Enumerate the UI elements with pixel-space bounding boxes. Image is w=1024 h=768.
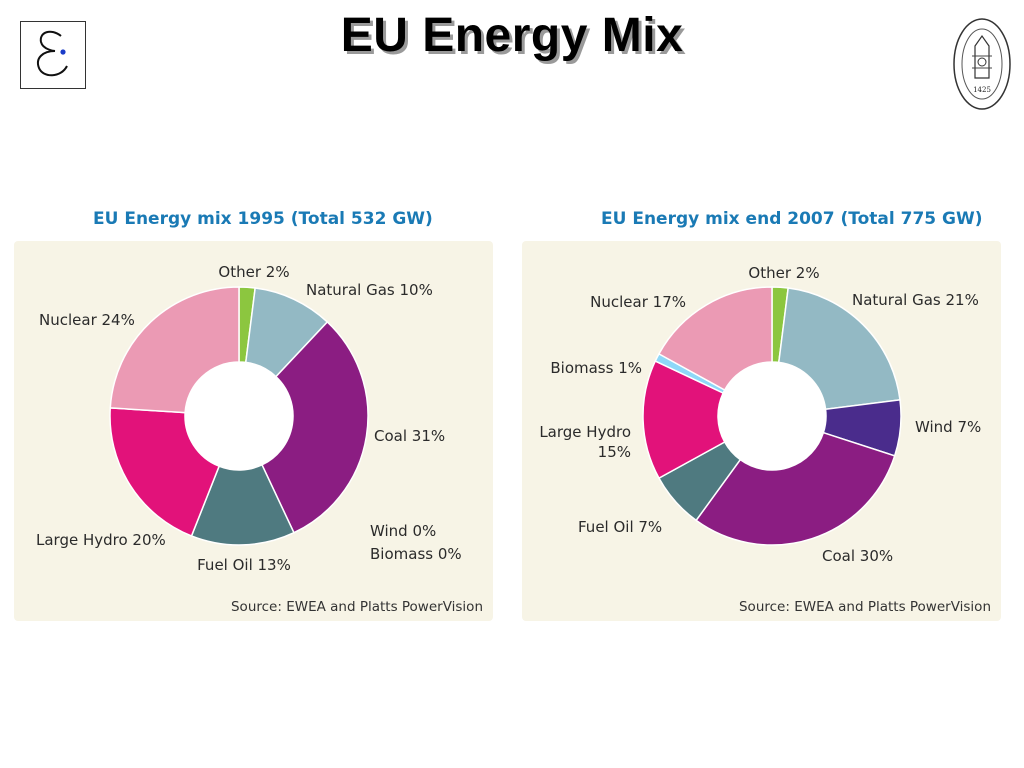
chart-1995-source: Source: EWEA and Platts PowerVision	[230, 599, 483, 615]
chart-1995-label-biomass: Biomass 0%	[370, 545, 462, 563]
chart-2007-label-fuel-oil: Fuel Oil 7%	[578, 518, 662, 536]
chart-2007-donut-hole	[718, 362, 826, 470]
chart-2007-label-coal: Coal 30%	[822, 547, 893, 565]
chart-1995-svg: Other 2% Natural Gas 10% Coal 31% Wind 0% Bi…	[36, 263, 462, 574]
chart-2007-label-other: Other 2%	[748, 264, 819, 282]
seal-year: 1425	[973, 86, 991, 94]
chart-2007-panel: Other 2% Natural Gas 21% Wind 7% Coal 30% Fu…	[522, 241, 1001, 621]
chart-1995-title: EU Energy mix 1995 (Total 532 GW)	[93, 209, 433, 229]
chart-2007-svg: Other 2% Natural Gas 21% Wind 7% Coal 30% Fu…	[539, 264, 981, 565]
chart-1995-label-large-hydro: Large Hydro 20%	[36, 531, 166, 549]
epsilon-logo-icon	[20, 21, 86, 89]
chart-2007-label-natural-gas: Natural Gas 21%	[852, 291, 979, 309]
chart-2007-source: Source: EWEA and Platts PowerVision	[738, 599, 991, 615]
chart-1995-label-wind: Wind 0%	[370, 522, 436, 540]
chart-1995-donut-hole	[185, 362, 293, 470]
chart-2007-label-biomass: Biomass 1%	[550, 359, 642, 377]
page-title: EU Energy Mix	[340, 9, 684, 62]
chart-1995-label-natural-gas: Natural Gas 10%	[306, 281, 433, 299]
chart-1995-panel: Other 2% Natural Gas 10% Coal 31% Wind 0% Bi…	[14, 241, 493, 621]
chart-1995-label-other: Other 2%	[218, 263, 289, 281]
chart-1995-label-nuclear: Nuclear 24%	[39, 311, 135, 329]
chart-2007-label-large-hydro: Large Hydro 15%	[539, 423, 631, 461]
chart-1995-label-coal: Coal 31%	[374, 427, 445, 445]
university-seal-icon: 1425	[953, 18, 1011, 110]
chart-2007-label-wind: Wind 7%	[915, 418, 981, 436]
chart-1995-label-fuel-oil: Fuel Oil 13%	[197, 556, 291, 574]
chart-2007-title: EU Energy mix end 2007 (Total 775 GW)	[601, 209, 983, 229]
chart-2007-label-nuclear: Nuclear 17%	[590, 293, 686, 311]
